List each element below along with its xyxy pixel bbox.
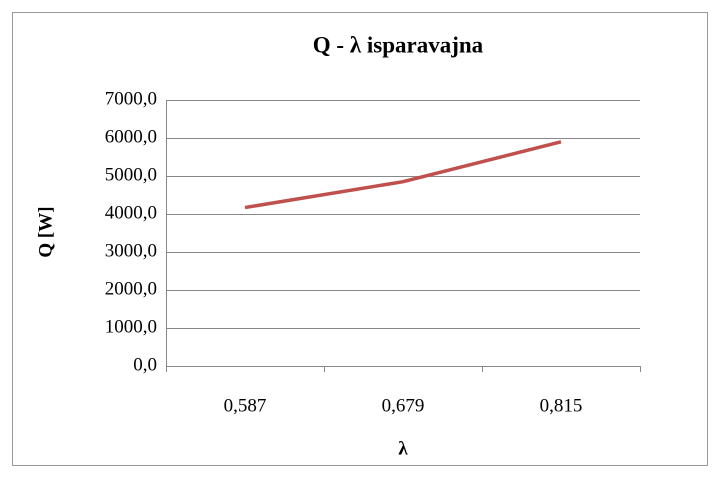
x-tick-label: 0,815: [540, 395, 583, 416]
chart-frame: [12, 12, 708, 466]
line-series: [244, 140, 562, 210]
chart-title: Q - λ isparavajna: [313, 32, 484, 57]
y-tick-label: 6000,0: [105, 126, 157, 147]
x-axis-label: λ: [398, 438, 408, 459]
y-tick-label: 5000,0: [105, 164, 157, 185]
y-tick-label: 2000,0: [105, 278, 157, 299]
y-tick-label: 1000,0: [105, 316, 157, 337]
x-tick-label: 0,679: [382, 395, 425, 416]
x-tick-label: 0,587: [224, 395, 267, 416]
y-axis-label: Q [W]: [35, 206, 56, 257]
y-tick-label: 0,0: [133, 354, 157, 375]
y-tick-label: 3000,0: [105, 240, 157, 261]
y-tick-label: 7000,0: [105, 88, 157, 109]
y-tick-label: 4000,0: [105, 202, 157, 223]
